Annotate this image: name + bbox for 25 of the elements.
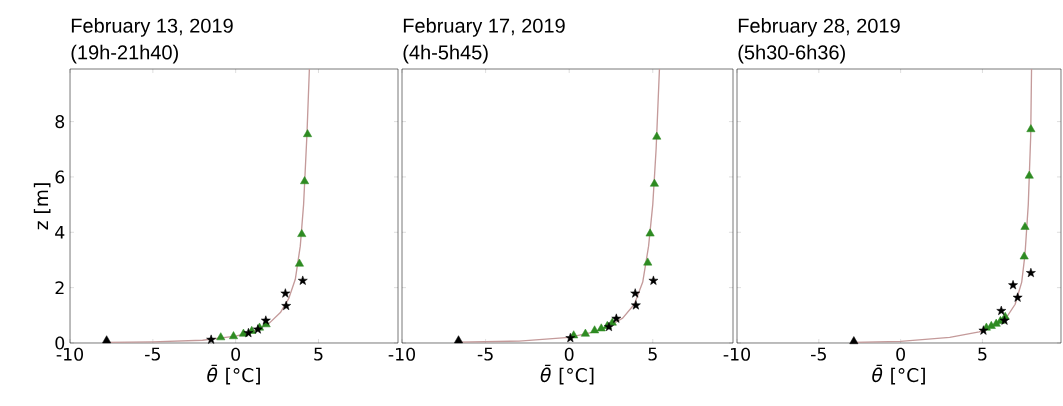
y-axis-title: z [m]: [33, 183, 51, 230]
x-tick-label: 0: [231, 347, 241, 361]
x-tick-label: -5: [811, 347, 826, 361]
chart-subtitle: (19h-21h40): [71, 44, 178, 64]
x-tick-label: 0: [896, 347, 905, 361]
x-tick-label: 0: [564, 347, 574, 361]
x-tick-label: -10: [388, 347, 416, 361]
chart-title: February 13, 2019: [71, 18, 233, 37]
y-tick-label: 8: [55, 115, 65, 129]
x-tick-label: 5: [978, 347, 987, 361]
y-tick-label: 2: [55, 281, 64, 295]
x-axis-title: θ̄ [°C]: [207, 364, 260, 385]
y-tick-label: 6: [55, 170, 65, 184]
x-tick-label: 5: [314, 347, 323, 361]
x-axis-title: θ̄ [°C]: [872, 364, 925, 385]
x-tick-label: -5: [145, 347, 160, 361]
x-tick-label: -5: [477, 347, 493, 361]
chart-subtitle: (4h-5h45): [403, 44, 488, 64]
y-tick-label: 4: [55, 225, 65, 239]
chart-title: February 28, 2019: [738, 18, 900, 37]
x-tick-label: -10: [723, 347, 750, 361]
x-tick-label: 5: [648, 347, 657, 361]
chart-title: February 17, 2019: [403, 18, 565, 37]
chart-subtitle: (5h30-6h36): [738, 44, 845, 64]
x-axis-title: θ̄ [°C]: [540, 364, 594, 385]
